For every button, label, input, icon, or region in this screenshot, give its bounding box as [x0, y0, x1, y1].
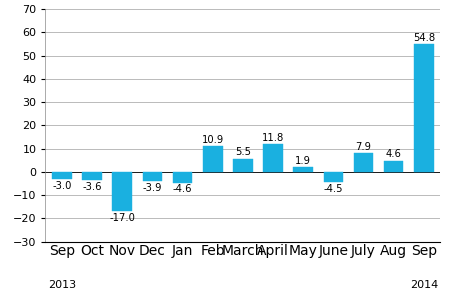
- Text: 7.9: 7.9: [355, 142, 371, 152]
- Bar: [324, 172, 343, 182]
- Text: 4.6: 4.6: [386, 149, 402, 159]
- Bar: [233, 159, 253, 172]
- Bar: [113, 172, 132, 211]
- Bar: [354, 153, 373, 172]
- Text: -3.6: -3.6: [82, 182, 102, 192]
- Text: -17.0: -17.0: [109, 213, 135, 223]
- Text: -4.6: -4.6: [173, 185, 192, 194]
- Text: 2014: 2014: [410, 281, 438, 291]
- Bar: [293, 167, 313, 172]
- Bar: [82, 172, 102, 180]
- Bar: [263, 144, 283, 172]
- Text: 2013: 2013: [48, 281, 76, 291]
- Bar: [173, 172, 192, 182]
- Bar: [143, 172, 162, 181]
- Text: 1.9: 1.9: [295, 156, 311, 165]
- Text: -4.5: -4.5: [324, 184, 343, 194]
- Bar: [203, 146, 222, 172]
- Text: -3.9: -3.9: [143, 183, 162, 193]
- Text: -3.0: -3.0: [52, 181, 72, 191]
- Text: 11.8: 11.8: [262, 133, 284, 143]
- Bar: [414, 44, 434, 172]
- Bar: [384, 161, 404, 172]
- Bar: [52, 172, 72, 179]
- Text: 10.9: 10.9: [202, 135, 224, 145]
- Text: 5.5: 5.5: [235, 147, 251, 157]
- Text: 54.8: 54.8: [413, 33, 435, 43]
